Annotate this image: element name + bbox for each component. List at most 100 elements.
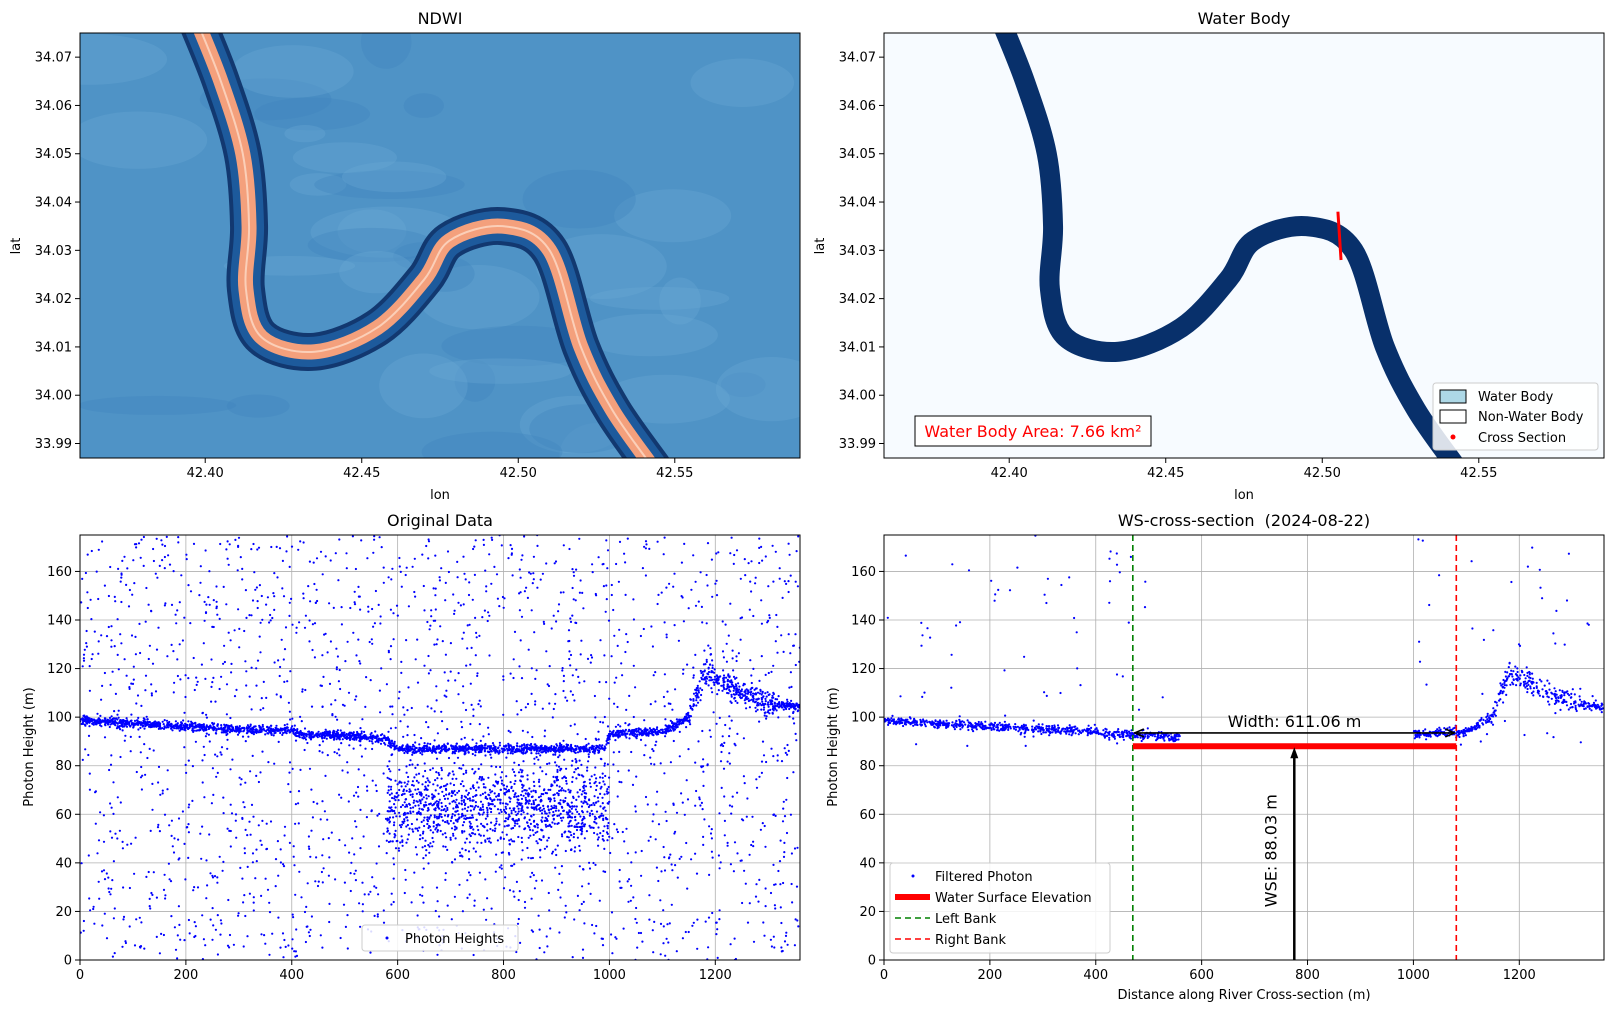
photon-point — [636, 733, 639, 736]
photon-point — [321, 800, 324, 803]
photon-point — [223, 660, 226, 664]
photon-point — [385, 839, 388, 842]
photon-point — [562, 680, 565, 683]
photon-point — [594, 716, 597, 719]
photon-point — [345, 567, 348, 570]
photon-point — [275, 729, 278, 732]
y-tick-label: 34.06 — [839, 99, 876, 114]
photon-point — [277, 659, 280, 662]
photon-point — [656, 602, 659, 606]
photon-point — [481, 748, 484, 751]
photon-point — [373, 538, 376, 541]
photon-point — [260, 730, 263, 733]
photon-point — [778, 703, 781, 706]
photon-point — [237, 608, 240, 611]
photon-point — [535, 879, 538, 882]
photon-point — [663, 536, 666, 539]
y-tick-label: 34.01 — [839, 340, 876, 355]
photon-point — [199, 581, 202, 584]
photon-point — [789, 813, 793, 816]
photon-point — [514, 822, 517, 825]
photon-point — [181, 810, 184, 813]
photon-point — [705, 622, 708, 625]
photon-point — [440, 710, 443, 713]
y-tick-label: 34.07 — [839, 51, 876, 66]
photon-point — [204, 729, 207, 732]
photon-point — [427, 538, 430, 541]
photon-point — [613, 823, 616, 826]
photon-point — [218, 687, 221, 691]
photon-point — [780, 701, 784, 704]
photon-point — [475, 744, 478, 748]
photon-point — [620, 781, 623, 784]
photon-point — [321, 740, 325, 743]
photon-point — [336, 729, 339, 732]
photon-point — [123, 725, 126, 728]
photon-point — [338, 838, 341, 842]
photon-point — [288, 710, 291, 713]
photon-point — [104, 724, 107, 727]
photon-point — [385, 738, 388, 741]
photon-point — [644, 547, 648, 550]
photon-point — [219, 933, 222, 936]
photon-point — [526, 702, 530, 706]
photon-point — [443, 694, 446, 697]
photon-point — [308, 934, 311, 938]
photon-point — [663, 673, 667, 676]
photon-point — [357, 595, 360, 598]
photon-point — [531, 930, 535, 933]
photon-point — [722, 767, 726, 770]
photon-point — [490, 907, 493, 910]
photon-point — [125, 725, 129, 728]
photon-point — [239, 556, 242, 559]
photon-point — [319, 550, 323, 553]
photon-point — [774, 640, 777, 643]
photon-point — [140, 788, 143, 791]
photon-point — [516, 922, 520, 925]
photon-point — [278, 729, 281, 732]
photon-point — [767, 703, 770, 706]
photon-point — [711, 856, 714, 859]
photon-point — [535, 756, 538, 759]
photon-point — [223, 644, 226, 647]
photon-point — [665, 725, 668, 728]
ndwi-xlabel: lon — [430, 488, 450, 503]
photon-point — [727, 634, 730, 637]
photon-point — [598, 747, 601, 750]
photon-point — [137, 542, 141, 545]
photon-point — [703, 818, 706, 821]
photon-point — [628, 728, 631, 731]
photon-point — [95, 570, 98, 573]
photon-point — [97, 640, 100, 643]
photon-point — [382, 921, 386, 924]
x-tick-label: 42.50 — [1304, 466, 1341, 481]
photon-point — [242, 801, 245, 804]
photon-point — [328, 920, 331, 924]
photon-point — [634, 851, 637, 854]
photon-point — [241, 567, 244, 571]
photon-point — [143, 947, 146, 950]
photon-point — [716, 956, 719, 960]
photon-point — [385, 683, 388, 686]
photon-point — [387, 739, 390, 742]
photon-point — [341, 703, 345, 706]
photon-point — [402, 735, 405, 738]
photon-point — [444, 653, 447, 656]
photon-point — [685, 717, 689, 720]
photon-point — [669, 719, 672, 722]
photon-point — [373, 885, 376, 888]
photon-point — [426, 777, 429, 780]
photon-point — [694, 852, 697, 855]
photon-point — [310, 788, 313, 791]
photon-point — [500, 864, 503, 867]
photon-point — [527, 747, 530, 751]
photon-point — [308, 560, 311, 563]
photon-point — [330, 703, 333, 706]
photon-point — [248, 695, 251, 698]
ndwi-texture — [429, 358, 572, 384]
photon-point — [519, 639, 522, 642]
photon-point — [273, 762, 276, 765]
photon-point — [591, 563, 594, 566]
photon-point — [308, 767, 312, 770]
photon-point — [103, 584, 106, 587]
